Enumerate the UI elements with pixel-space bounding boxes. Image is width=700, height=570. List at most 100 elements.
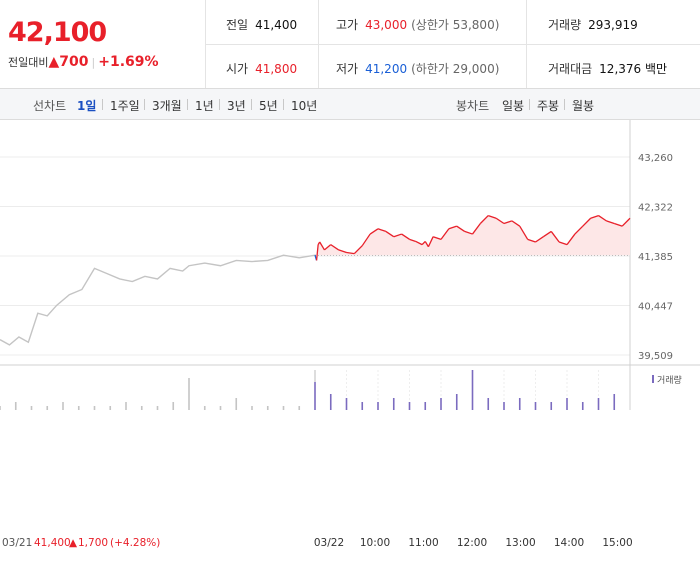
prev-summary-value: 41,400 (34, 537, 71, 549)
chart-footer: 03/22 10:00 11:00 12:00 13:00 14:00 15:00 03/21… (0, 412, 700, 549)
volume-bar-prev-day (62, 402, 64, 410)
series-line-segment (315, 244, 319, 261)
volume-bar-prev-day (140, 406, 143, 410)
stat-open: 시가 41,800 (226, 62, 298, 76)
stat-prev-close: 전일 41,400 (226, 18, 298, 32)
volume-bar-prev-day (282, 406, 285, 410)
volume-legend-label: 거래량 (657, 374, 682, 386)
series-line-segment (361, 233, 371, 247)
series-line-segment (401, 233, 410, 240)
stat-row-divider (206, 44, 700, 45)
prev-summary-up-arrow-icon: ▲ (69, 537, 78, 549)
tab-divider (529, 99, 530, 110)
volume-legend-swatch (652, 375, 654, 383)
tab-10y[interactable]: 10년 (291, 99, 318, 113)
tab-divider (187, 99, 188, 110)
change-label: 전일대비 (8, 56, 49, 69)
volume-bar-prev-day (251, 406, 253, 410)
series-line-segment (424, 241, 429, 248)
tab-1d[interactable]: 1일 (77, 99, 97, 113)
series-line-segment (346, 251, 355, 255)
change-value: 700 (59, 54, 89, 70)
tab-3m[interactable]: 3개월 (152, 99, 182, 113)
y-tick-label: 43,260 (638, 153, 673, 164)
series-line-segment (319, 241, 326, 251)
tab-divider (283, 99, 284, 110)
volume-bar-today (550, 402, 553, 410)
volume-bar-prev-day (0, 406, 1, 410)
volume-bar-today (440, 398, 442, 410)
tab-daily-candle[interactable]: 일봉 (502, 99, 525, 113)
series-line-segment (550, 231, 560, 243)
series-line-segment (385, 230, 395, 238)
series-line-segment (421, 240, 426, 246)
quote-header: 42,100 전일대비▲700 | +1.69% 전일 41,400 고가 43,000… (0, 0, 700, 89)
series-line-segment (471, 223, 481, 235)
series-line-segment (527, 238, 536, 243)
series-line-segment (415, 240, 423, 246)
tab-3y[interactable]: 3년 (227, 99, 246, 113)
y-tick-label: 40,447 (638, 302, 673, 313)
series-line-segment (511, 220, 521, 227)
x-tick-label: 13:00 (505, 537, 535, 549)
volume-bar-today (361, 402, 364, 410)
candle-chart-label: 봉차트 (456, 99, 490, 113)
series-line-segment (543, 230, 552, 238)
series-line-segment (338, 249, 347, 254)
volume-bar-prev-day (93, 406, 96, 410)
tab-weekly-candle[interactable]: 주봉 (537, 99, 560, 113)
series-line-segment (377, 228, 387, 233)
volume-bar-today (455, 394, 458, 410)
x-tick-label: 03/22 (314, 537, 344, 549)
volume-bar-prev-day (77, 406, 80, 410)
volume-bar-prev-day (266, 406, 269, 410)
volume-bar-today (518, 398, 521, 410)
series-line-segment (393, 233, 402, 238)
up-arrow-icon: ▲ (48, 54, 60, 70)
series-line-segment (479, 215, 489, 224)
volume-bar-today (566, 398, 568, 410)
volume-bar-today (471, 370, 474, 410)
series-line-segment (535, 236, 544, 243)
prev-summary-change: 1,700 (78, 537, 108, 549)
series-line-segment (566, 233, 576, 246)
tab-1y[interactable]: 1년 (195, 99, 214, 113)
change-divider: | (91, 56, 96, 69)
volume-bar-prev-day (109, 406, 112, 410)
line-chart-label: 선차트 (33, 99, 67, 113)
series-line-segment (495, 217, 505, 225)
volume-bar-prev-day (125, 402, 127, 410)
y-tick-label: 41,385 (638, 252, 673, 263)
series-line-segment (574, 225, 584, 235)
series-line-prev-day (0, 254, 316, 346)
tab-divider (144, 99, 145, 110)
tab-1w[interactable]: 1주일 (110, 99, 140, 113)
volume-bar-today (377, 402, 379, 410)
series-line-segment (369, 228, 379, 235)
series-line-segment (432, 236, 442, 240)
stats-grid: 전일 41,400 고가 43,000 (상한가 53,800) 거래량 293,919… (206, 0, 700, 88)
series-line-segment (488, 214, 497, 219)
change-percent: +1.69% (98, 54, 159, 70)
series-line-segment (606, 220, 615, 225)
series-line-segment (330, 244, 339, 251)
x-tick-label: 11:00 (408, 537, 438, 549)
tab-5y[interactable]: 5년 (259, 99, 278, 113)
series-line-segment (519, 225, 529, 240)
chart-marks (0, 214, 631, 410)
volume-bar-today (581, 402, 584, 410)
volume-bar-today (613, 394, 616, 410)
price-chart: 43,260 42,322 41,385 40,447 39,509 거래량 (0, 120, 700, 410)
tab-divider (102, 99, 103, 110)
x-tick-label: 12:00 (457, 537, 487, 549)
tab-monthly-candle[interactable]: 월봉 (572, 99, 595, 113)
volume-bar-today (503, 402, 505, 410)
volume-bar-prev-day (188, 378, 190, 410)
volume-bar-prev-day (14, 402, 17, 410)
series-line-segment (503, 220, 513, 225)
x-tick-label: 10:00 (360, 537, 390, 549)
series-line-segment (614, 222, 623, 227)
stat-low: 저가 41,200 (하한가 29,000) (336, 62, 500, 76)
series-line-segment (590, 214, 599, 219)
series-fill-today (315, 215, 630, 256)
